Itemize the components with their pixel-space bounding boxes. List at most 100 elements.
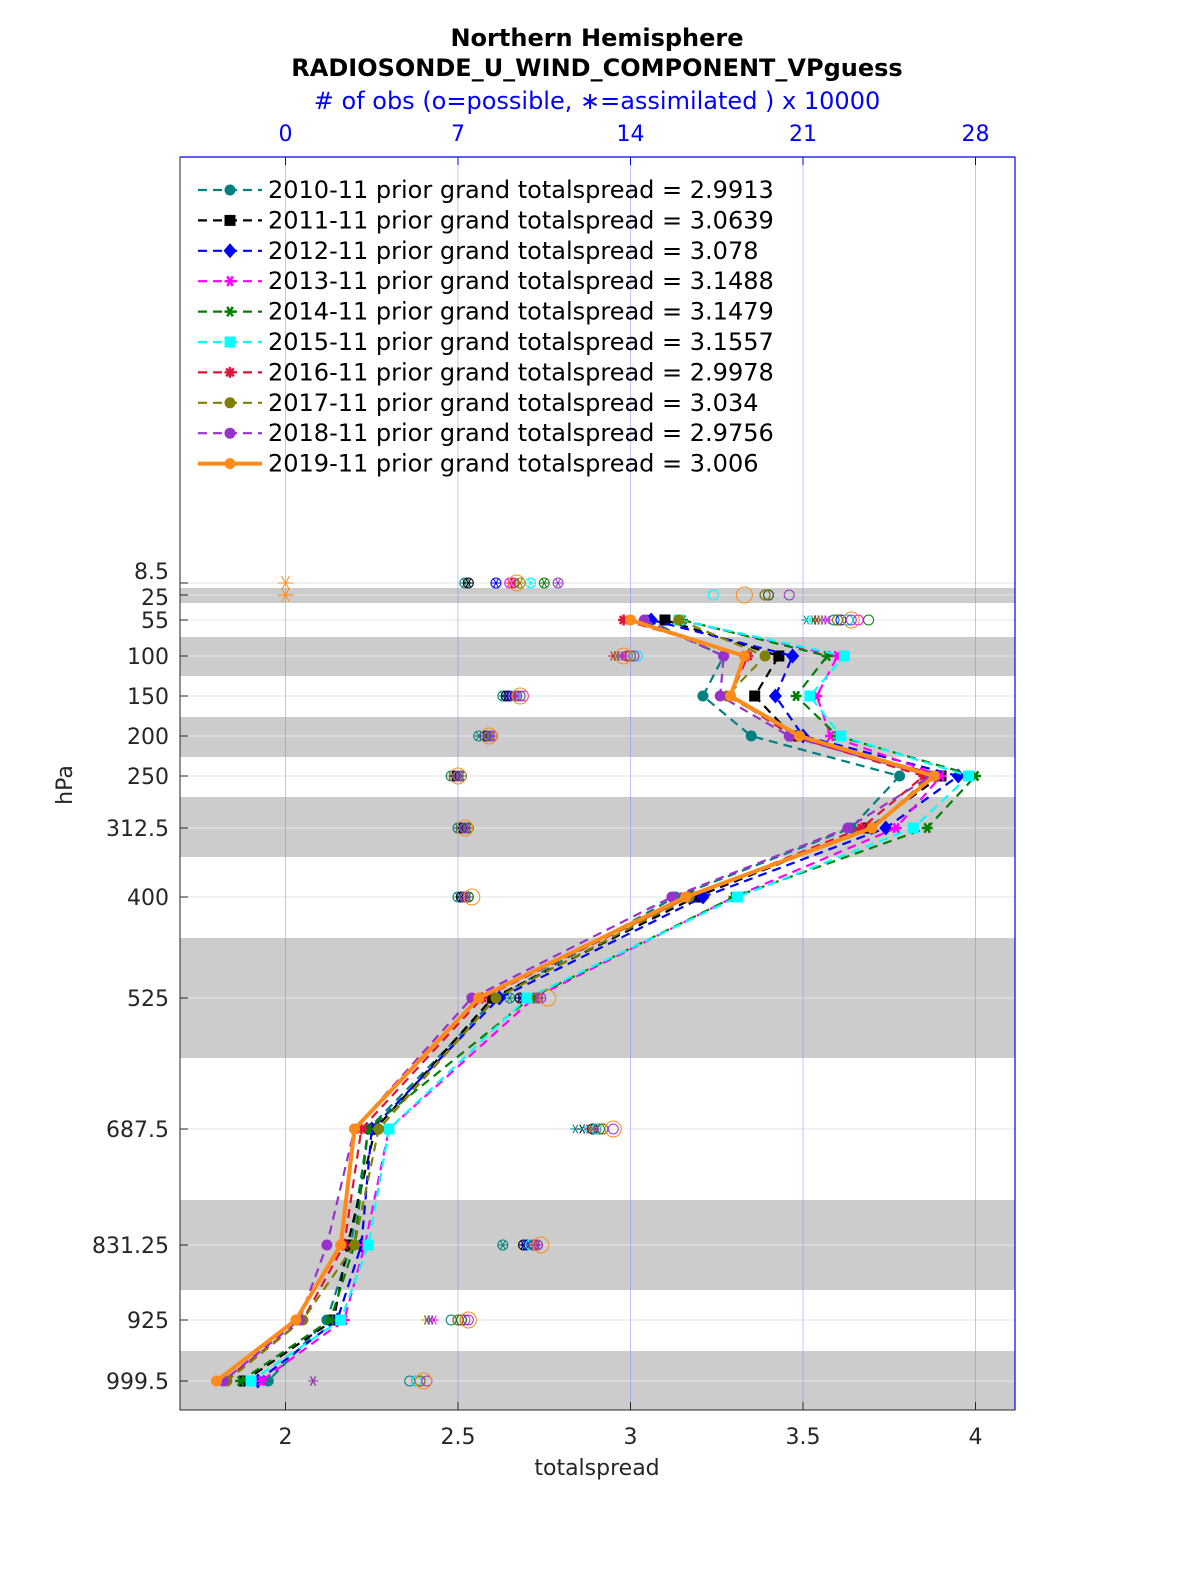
data-point	[842, 822, 854, 834]
obs-possible-marker	[783, 589, 795, 601]
data-point	[362, 1239, 374, 1251]
obs-possible-marker	[832, 614, 843, 626]
legend-item: 2018-11 prior grand totalspread = 2.9756	[198, 419, 774, 447]
y-tick-label: 150	[127, 685, 169, 710]
data-point	[666, 891, 678, 903]
y-tick-label: 8.5	[134, 560, 169, 585]
obs-assimilated-marker	[453, 771, 463, 781]
obs-assimilated-marker	[425, 1315, 436, 1325]
obs-assimilated-stroke	[806, 615, 813, 625]
obs-possible-marker	[539, 989, 557, 1007]
chart-title: Northern Hemisphere	[450, 24, 743, 52]
obs-assimilated-marker	[497, 1240, 508, 1250]
series-line	[257, 618, 961, 1382]
obs-possible-marker	[463, 888, 481, 906]
obs-assimilated-marker	[535, 993, 546, 1003]
obs-assimilated-marker	[515, 578, 526, 588]
obs-assimilated-stroke	[513, 691, 520, 701]
data-point	[245, 1375, 257, 1387]
data-point	[894, 770, 906, 782]
legend-marker	[224, 214, 236, 226]
top-tick-label: 14	[617, 122, 645, 147]
legend-item: 2014-11 prior grand totalspread = 3.1479	[198, 298, 774, 326]
data-point-stroke	[856, 823, 867, 833]
chart-subtitle: RADIOSONDE_U_WIND_COMPONENT_VPguess	[291, 54, 902, 82]
data-point	[324, 1314, 336, 1326]
obs-possible-marker	[511, 687, 529, 705]
obs-possible-marker	[845, 614, 857, 626]
data-point	[768, 688, 782, 704]
data-point	[290, 1314, 302, 1326]
legend-item: 2011-11 prior grand totalspread = 3.0639	[198, 206, 774, 234]
top-tick-label: 0	[279, 122, 293, 147]
data-point	[659, 614, 671, 626]
obs-assimilated-stroke	[499, 1240, 506, 1250]
series-line	[222, 618, 934, 1382]
data-point	[490, 992, 502, 1004]
obs-assimilated-marker	[504, 993, 515, 1003]
obs-assimilated-stroke	[493, 578, 499, 588]
legend-label: 2015-11 prior grand totalspread = 3.1557	[268, 328, 774, 356]
data-point	[521, 992, 533, 1004]
data-point	[335, 1314, 347, 1326]
data-point	[625, 614, 636, 626]
data-point	[773, 650, 785, 662]
top-axis-label: # of obs (o=possible, ∗=assimilated ) x …	[314, 87, 880, 115]
obs-assimilated-marker	[539, 578, 550, 588]
x-axis-label: totalspread	[534, 1456, 659, 1481]
obs-assimilated-stroke	[517, 578, 524, 588]
obs-assimilated-stroke	[455, 771, 461, 781]
data-point	[759, 650, 771, 662]
top-tick-label: 28	[962, 122, 990, 147]
data-point-stroke	[826, 730, 835, 742]
obs-assimilated-stroke	[461, 892, 468, 902]
legend-label: 2017-11 prior grand totalspread = 3.034	[268, 389, 758, 417]
obs-assimilated-stroke	[527, 578, 534, 588]
obs-possible-marker	[707, 589, 719, 601]
data-point	[838, 650, 850, 662]
series-line	[250, 618, 971, 1382]
pressure-band	[180, 717, 1015, 757]
y-tick-label: 925	[127, 1309, 169, 1334]
obs-assimilated-stroke	[537, 993, 544, 1003]
data-point-stroke	[792, 690, 800, 702]
obs-possible-marker	[628, 650, 640, 662]
legend-label: 2018-11 prior grand totalspread = 2.9756	[268, 419, 774, 447]
obs-assimilated-stroke	[475, 731, 482, 741]
legend: 2010-11 prior grand totalspread = 2.9913…	[198, 176, 774, 478]
obs-assimilated-stroke	[489, 731, 496, 741]
obs-possible-marker	[607, 1123, 619, 1135]
obs-assimilated-marker	[553, 578, 564, 588]
data-point	[718, 650, 730, 662]
obs-possible-marker	[625, 650, 636, 662]
data-point	[255, 1375, 267, 1387]
obs-possible-marker	[604, 1120, 622, 1138]
obs-assimilated-marker	[487, 731, 498, 741]
data-point	[211, 1375, 222, 1387]
data-point	[963, 770, 975, 782]
y-axis-label: hPa	[53, 765, 78, 805]
obs-possible-marker	[615, 647, 633, 665]
data-point	[383, 1123, 395, 1135]
data-point	[835, 730, 847, 742]
obs-possible-marker	[462, 1314, 474, 1326]
legend-marker	[224, 275, 236, 287]
obs-assimilated-marker	[459, 823, 470, 833]
data-point	[235, 1375, 247, 1387]
data-point	[866, 822, 878, 834]
series-line	[240, 618, 978, 1382]
series-line	[267, 619, 902, 1382]
obs-assimilated-stroke	[310, 1376, 317, 1386]
obs-assimilated-marker	[615, 651, 626, 661]
legend-item: 2019-11 prior grand totalspread = 3.006	[198, 450, 758, 478]
obs-assimilated-stroke	[510, 578, 517, 588]
obs-assimilated-stroke	[506, 993, 513, 1003]
obs-assimilated-stroke	[572, 1124, 579, 1134]
data-point	[890, 822, 902, 834]
obs-possible-marker	[480, 727, 498, 745]
data-point	[907, 822, 919, 834]
data-point	[786, 648, 800, 664]
data-point	[680, 891, 692, 903]
data-point	[321, 1239, 333, 1251]
